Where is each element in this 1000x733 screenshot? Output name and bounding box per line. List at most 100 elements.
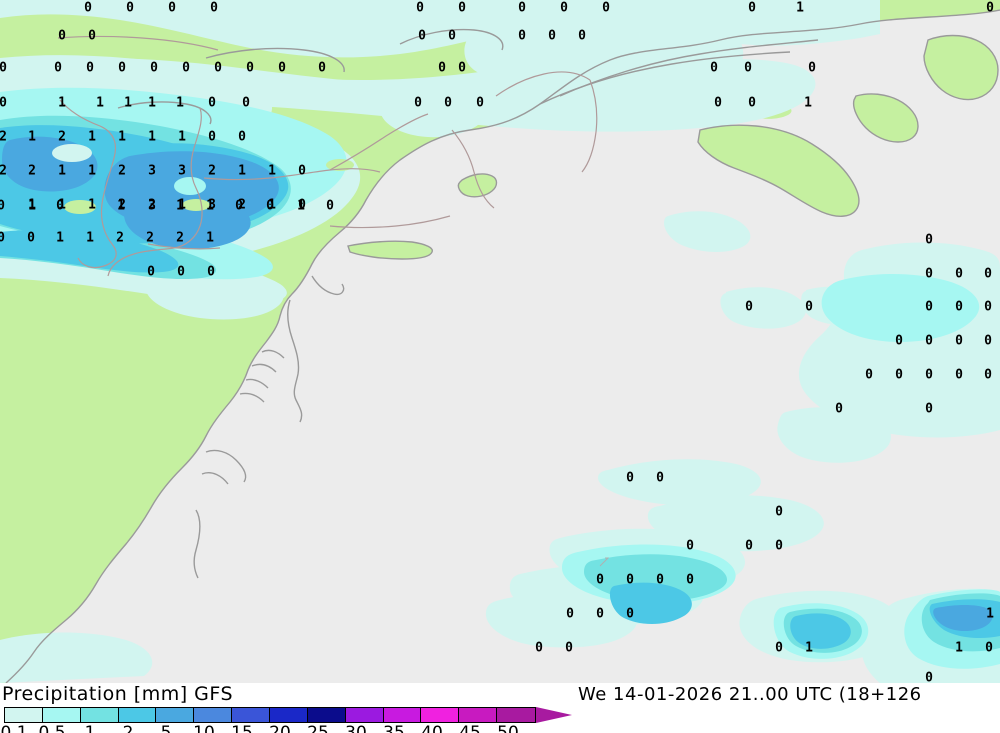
- grid-value-label: 0: [242, 95, 250, 111]
- grid-value-label: 0: [745, 538, 753, 554]
- grid-value-label: 0: [626, 606, 634, 622]
- cape-breton: [853, 93, 918, 142]
- grid-value-label: 0: [235, 198, 243, 214]
- grid-value-label: 2: [146, 230, 154, 246]
- colorbar-cell-0.5[interactable]: [42, 708, 81, 722]
- grid-value-label: 0: [895, 333, 903, 349]
- grid-value-label: 0: [56, 198, 64, 214]
- grid-value-label: 0: [955, 266, 963, 282]
- colorbar-cell-25[interactable]: [307, 708, 346, 722]
- grid-value-label: 2: [238, 197, 246, 213]
- grid-value-label: 0: [326, 198, 334, 214]
- grid-value-label: 1: [206, 198, 214, 214]
- grid-value-label: 2: [118, 197, 126, 213]
- border-state-1: [107, 107, 203, 277]
- st-lawrence-south-shore: [539, 51, 791, 105]
- coastline-main: [5, 9, 1000, 683]
- grid-value-label: 0: [925, 367, 933, 383]
- colorbar-cell-0.1[interactable]: [5, 708, 43, 722]
- outer-banks: [193, 509, 201, 579]
- grid-value-label: 0: [207, 264, 215, 280]
- grid-value-label: 0: [775, 504, 783, 520]
- grid-value-label: 1: [118, 129, 126, 145]
- precip-core-2-s2: [790, 613, 851, 649]
- precip-hole-6: [274, 89, 310, 103]
- grid-value-label: 1: [148, 95, 156, 111]
- colorbar-cell-20[interactable]: [270, 708, 308, 722]
- grid-value-label: 0: [438, 60, 446, 76]
- grid-value-label: 0: [476, 95, 484, 111]
- grid-value-label: 0: [984, 266, 992, 282]
- legend-title: Precipitation [mm] GFS: [2, 683, 234, 705]
- grid-value-label: 3: [148, 163, 156, 179]
- grid-value-label: 2: [148, 197, 156, 213]
- grid-value-label: 0: [626, 470, 634, 486]
- grid-value-label: 1: [124, 95, 132, 111]
- precip-cell-s1: [598, 459, 761, 506]
- grid-value-label: 0: [118, 60, 126, 76]
- grid-value-label: 0: [578, 28, 586, 44]
- grid-value-label: 0: [805, 299, 813, 315]
- border-province-1: [495, 71, 591, 97]
- precip-core-2-sc: [609, 582, 692, 624]
- colorbar-cell-40[interactable]: [421, 708, 460, 722]
- grid-value-label: 0: [238, 129, 246, 145]
- grid-value-label: 1: [88, 129, 96, 145]
- grid-value-label: 1: [268, 197, 276, 213]
- coastline-layer: [5, 9, 1000, 683]
- chesapeake-tributaries: [239, 349, 285, 403]
- grid-value-label: 0: [686, 572, 694, 588]
- grid-value-label: 0: [208, 129, 216, 145]
- colorbar-tick-35: 35: [383, 723, 405, 733]
- precip-patch-offshore-s: [777, 407, 891, 463]
- colorbar-cell-2[interactable]: [118, 708, 157, 722]
- colorbar-tick-20: 20: [269, 723, 291, 733]
- colorbar-cell-35[interactable]: [383, 708, 422, 722]
- grid-value-label: 0: [656, 572, 664, 588]
- grid-value-label: 0: [925, 266, 933, 282]
- grid-value-label: 0: [925, 333, 933, 349]
- border-state-2: [203, 168, 381, 181]
- grid-value-label: 0: [278, 60, 286, 76]
- grid-value-label: 1: [268, 163, 276, 179]
- pamlico-sound: [201, 449, 247, 485]
- great-lake-shore-2: [399, 28, 504, 51]
- grid-value-label: 1: [28, 129, 36, 145]
- grid-value-label: 0: [955, 367, 963, 383]
- grid-value-label: 1: [58, 95, 66, 111]
- grid-value-label: 0: [444, 95, 452, 111]
- colorbar-cell-1[interactable]: [80, 708, 119, 722]
- grid-value-label: 1: [58, 163, 66, 179]
- colorbar-cell-15[interactable]: [232, 708, 271, 722]
- colorbar-tick-50: 50: [497, 723, 519, 733]
- colorbar[interactable]: [4, 707, 536, 723]
- border-state-5: [147, 243, 221, 250]
- colorbar-cell-30[interactable]: [345, 708, 384, 722]
- colorbar-cell-10[interactable]: [194, 708, 233, 722]
- grid-value-label: 0: [656, 470, 664, 486]
- colorbar-container[interactable]: 0.1 0.5 1 2 5 10 15 20 25 30 35 40 45 50: [0, 707, 1000, 733]
- grid-value-label: 0: [177, 264, 185, 280]
- precip-core-2-c: [0, 230, 179, 273]
- grid-value-label: 1: [88, 163, 96, 179]
- grid-value-label: 0: [548, 28, 556, 44]
- grid-value-label: 0: [865, 367, 873, 383]
- grid-value-label: 2: [116, 230, 124, 246]
- grid-value-label: 0: [126, 0, 134, 16]
- small-mark-1: [599, 557, 610, 567]
- newfoundland-outline: [923, 34, 999, 101]
- grid-value-label: 3: [178, 163, 186, 179]
- grid-value-label: 1: [176, 95, 184, 111]
- border-state-3: [329, 113, 429, 171]
- great-lake-shore-1: [205, 47, 345, 73]
- grid-value-label: 0: [84, 0, 92, 16]
- grid-value-label: 2: [28, 163, 36, 179]
- grid-value-label: 0: [458, 60, 466, 76]
- colorbar-cell-45[interactable]: [459, 708, 498, 722]
- border-province-3: [57, 35, 219, 51]
- colorbar-cell-50[interactable]: [497, 708, 536, 722]
- colorbar-cell-5[interactable]: [156, 708, 195, 722]
- grid-value-label: 0: [714, 95, 722, 111]
- model-run-timestamp: We 14-01-2026 21..00 UTC (18+126: [578, 684, 922, 705]
